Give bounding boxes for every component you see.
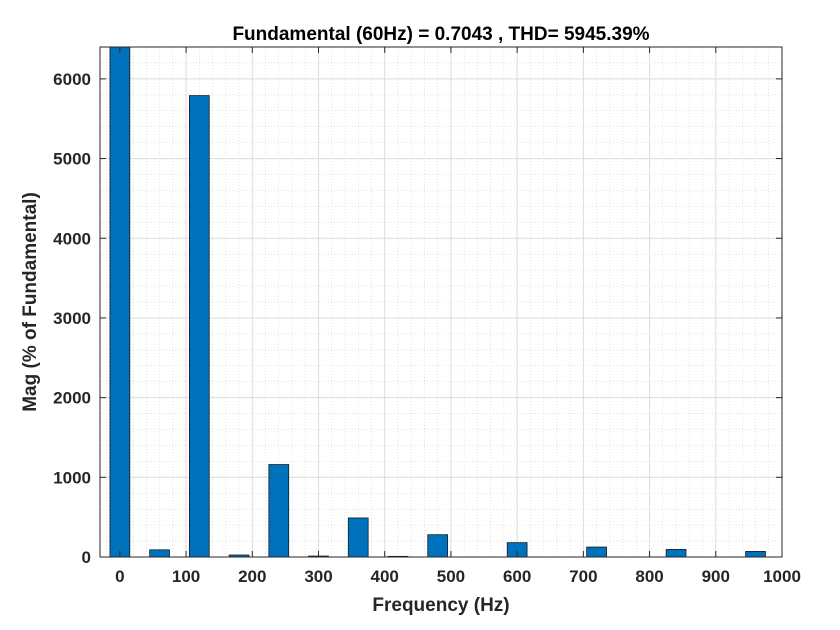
y-tick-label: 2000: [53, 389, 91, 408]
x-tick-label: 500: [437, 567, 465, 586]
bar-120hz: [188, 95, 210, 558]
x-tick-label: 900: [702, 567, 730, 586]
y-tick-label: 4000: [53, 229, 91, 248]
bar-720hz: [586, 546, 607, 558]
bars: [109, 46, 766, 558]
y-tick-labels: 0 1000 2000 3000 4000 5000 6000: [53, 70, 91, 567]
x-tick-label: 300: [304, 567, 332, 586]
x-tick-label: 0: [115, 567, 124, 586]
bar-840hz: [665, 549, 687, 558]
x-tick-labels: 0 100 200 300 400 500 600 700 800 900 1000: [115, 567, 801, 586]
x-tick-label: 800: [635, 567, 663, 586]
y-tick-label: 0: [82, 548, 91, 567]
y-axis-label: Mag (% of Fundamental): [20, 192, 41, 412]
x-tick-label: 400: [371, 567, 399, 586]
ticks: [100, 47, 783, 558]
x-tick-label: 100: [172, 567, 200, 586]
bar-60hz: [149, 549, 170, 558]
y-tick-label: 1000: [53, 468, 91, 487]
y-tick-label: 6000: [53, 70, 91, 89]
chart-title: Fundamental (60Hz) = 0.7043 , THD= 5945.…: [232, 24, 649, 45]
plot-area: [100, 47, 782, 557]
y-tick-label: 5000: [53, 150, 91, 169]
bar-360hz: [347, 517, 369, 558]
bar-240hz: [268, 464, 290, 558]
bar-480hz: [427, 534, 449, 558]
y-tick-label: 3000: [53, 309, 91, 328]
x-tick-label: 200: [238, 567, 266, 586]
bar-960hz: [745, 551, 766, 558]
bar-0hz: [109, 46, 131, 558]
x-tick-label: 1000: [763, 567, 801, 586]
x-tick-label: 600: [503, 567, 531, 586]
plot-frame: [99, 46, 783, 558]
x-axis-label: Frequency (Hz): [372, 595, 509, 616]
x-tick-label: 700: [569, 567, 597, 586]
minor-grid: [100, 47, 782, 557]
